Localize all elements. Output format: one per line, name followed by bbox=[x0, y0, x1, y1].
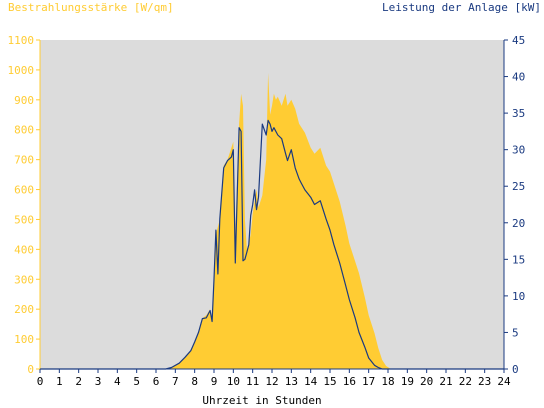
x-tick-label: 13 bbox=[285, 375, 298, 388]
x-tick-label: 10 bbox=[227, 375, 240, 388]
axis-ticks: 0100200300400500600700800900100011000510… bbox=[8, 34, 526, 388]
x-tick-label: 3 bbox=[95, 375, 102, 388]
irradiance-area bbox=[40, 72, 504, 370]
left-tick-label: 0 bbox=[27, 363, 34, 376]
right-tick-label: 10 bbox=[512, 290, 525, 303]
x-tick-label: 21 bbox=[439, 375, 452, 388]
right-tick-label: 30 bbox=[512, 144, 525, 157]
left-tick-label: 500 bbox=[14, 213, 34, 226]
left-tick-label: 1100 bbox=[8, 34, 35, 47]
left-tick-label: 700 bbox=[14, 154, 34, 167]
x-tick-label: 18 bbox=[381, 375, 394, 388]
right-tick-label: 25 bbox=[512, 180, 525, 193]
right-tick-label: 0 bbox=[512, 363, 519, 376]
left-tick-label: 600 bbox=[14, 184, 34, 197]
x-tick-label: 2 bbox=[75, 375, 82, 388]
right-tick-label: 20 bbox=[512, 217, 525, 230]
left-tick-label: 100 bbox=[14, 333, 34, 346]
x-tick-label: 5 bbox=[133, 375, 140, 388]
right-tick-label: 35 bbox=[512, 107, 525, 120]
power-line bbox=[40, 119, 504, 370]
x-tick-label: 23 bbox=[478, 375, 491, 388]
left-tick-label: 200 bbox=[14, 303, 34, 316]
x-tick-label: 16 bbox=[343, 375, 356, 388]
left-axis-title: Bestrahlungsstärke [W/qm] bbox=[8, 1, 174, 14]
x-tick-label: 24 bbox=[497, 375, 511, 388]
left-tick-label: 400 bbox=[14, 243, 34, 256]
x-tick-label: 1 bbox=[56, 375, 63, 388]
left-tick-label: 300 bbox=[14, 273, 34, 286]
x-tick-label: 7 bbox=[172, 375, 179, 388]
x-tick-label: 19 bbox=[401, 375, 414, 388]
right-tick-label: 45 bbox=[512, 34, 525, 47]
x-axis-title: Uhrzeit in Stunden bbox=[202, 394, 321, 407]
right-tick-label: 40 bbox=[512, 71, 525, 84]
x-tick-label: 4 bbox=[114, 375, 121, 388]
x-tick-label: 6 bbox=[153, 375, 160, 388]
x-tick-label: 8 bbox=[191, 375, 198, 388]
left-tick-label: 1000 bbox=[8, 64, 35, 77]
x-tick-label: 22 bbox=[459, 375, 472, 388]
x-tick-label: 17 bbox=[362, 375, 375, 388]
x-tick-label: 14 bbox=[304, 375, 318, 388]
right-tick-label: 5 bbox=[512, 326, 519, 339]
right-tick-label: 15 bbox=[512, 253, 525, 266]
right-axis-title: Leistung der Anlage [kW] bbox=[382, 1, 541, 14]
x-tick-label: 20 bbox=[420, 375, 433, 388]
left-tick-label: 900 bbox=[14, 94, 34, 107]
x-tick-label: 11 bbox=[246, 375, 259, 388]
x-tick-label: 0 bbox=[37, 375, 44, 388]
x-tick-label: 15 bbox=[323, 375, 336, 388]
left-tick-label: 800 bbox=[14, 124, 34, 137]
x-tick-label: 12 bbox=[265, 375, 278, 388]
x-tick-label: 9 bbox=[211, 375, 218, 388]
